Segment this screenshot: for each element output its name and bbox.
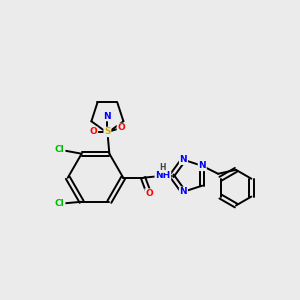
Text: O: O <box>117 124 125 133</box>
Text: N: N <box>180 187 187 196</box>
Text: O: O <box>90 128 98 136</box>
Text: N: N <box>103 112 111 121</box>
Text: H: H <box>160 163 166 172</box>
Text: Cl: Cl <box>55 145 65 154</box>
Text: N: N <box>180 155 187 164</box>
Text: S: S <box>104 128 111 136</box>
Text: NH: NH <box>155 171 170 180</box>
Text: Cl: Cl <box>55 199 65 208</box>
Text: N: N <box>199 161 206 170</box>
Text: O: O <box>145 189 153 198</box>
